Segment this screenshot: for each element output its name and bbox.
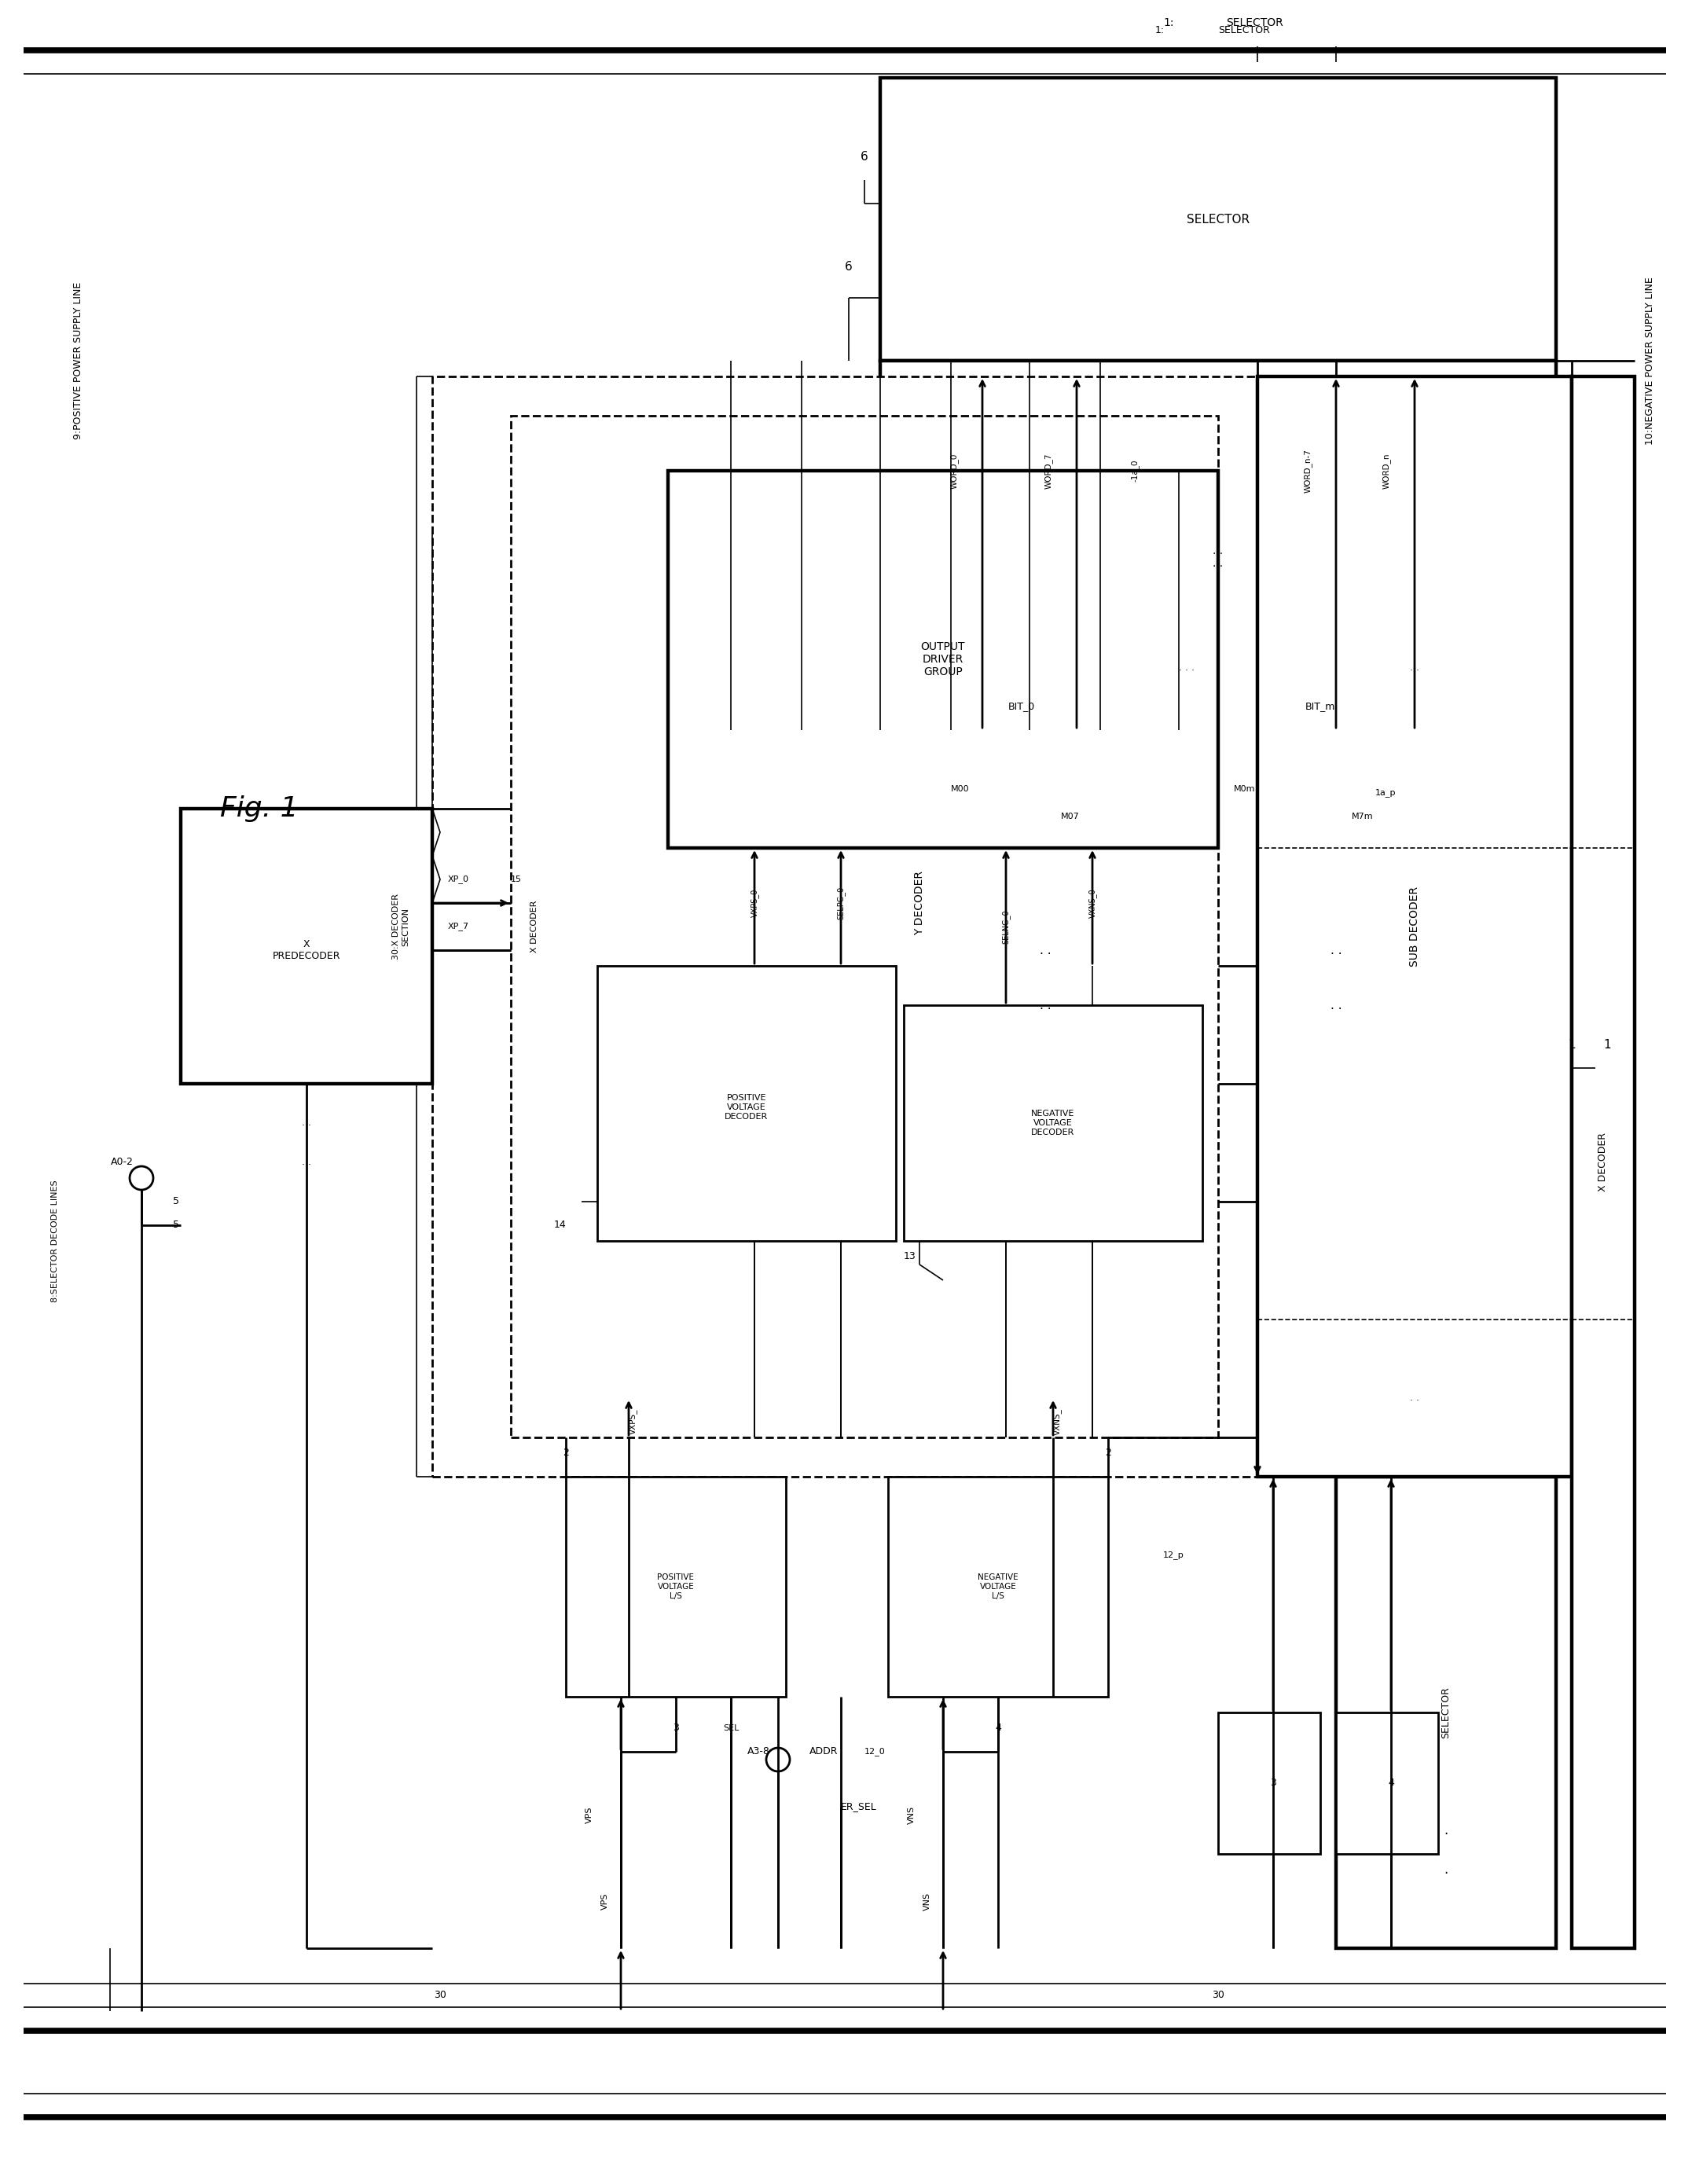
Text: X DECODER: X DECODER: [531, 900, 538, 952]
Text: 13: 13: [904, 1251, 915, 1262]
Text: WORD_n-7: WORD_n-7: [1305, 448, 1313, 494]
Text: SELECTOR: SELECTOR: [1442, 1686, 1452, 1738]
Bar: [668, 472, 1218, 847]
Text: 30: 30: [1211, 1990, 1225, 2001]
Bar: [431, 376, 1572, 1476]
Text: 1: 1: [1604, 1040, 1611, 1051]
Text: . .: . .: [1409, 662, 1420, 673]
Text: 6: 6: [844, 260, 853, 273]
Text: XP_7: XP_7: [448, 922, 469, 930]
Text: 3: 3: [673, 1723, 678, 1734]
Text: 6: 6: [861, 151, 868, 162]
Bar: [880, 79, 1557, 360]
Text: POSITIVE
VOLTAGE
DECODER: POSITIVE VOLTAGE DECODER: [724, 1094, 768, 1120]
Text: 10:NEGATIVE POWER SUPPLY LINE: 10:NEGATIVE POWER SUPPLY LINE: [1645, 277, 1655, 446]
Text: BIT_m: BIT_m: [1305, 701, 1335, 712]
Text: . .
. .: . . . .: [1213, 546, 1223, 570]
Text: NEGATIVE
VOLTAGE
DECODER: NEGATIVE VOLTAGE DECODER: [1032, 1109, 1074, 1136]
Text: VPS: VPS: [585, 1806, 594, 1824]
Text: M00: M00: [951, 784, 970, 793]
Text: 30: 30: [433, 1990, 447, 2001]
Text: SELNG_0: SELNG_0: [1002, 909, 1010, 943]
Text: VXPS_0: VXPS_0: [750, 889, 758, 917]
Text: OUTPUT
DRIVER
GROUP: OUTPUT DRIVER GROUP: [920, 642, 964, 677]
Text: 12_0: 12_0: [865, 1747, 885, 1756]
Text: 2: 2: [1105, 1448, 1112, 1459]
Bar: [1572, 376, 1634, 1948]
Text: X
PREDECODER: X PREDECODER: [272, 939, 340, 961]
Text: 1: 1: [1568, 1040, 1575, 1051]
Text: 5: 5: [173, 1221, 179, 1230]
Text: NEGATIVE
VOLTAGE
L/S: NEGATIVE VOLTAGE L/S: [978, 1575, 1019, 1599]
Text: 8:SELECTOR DECODE LINES: 8:SELECTOR DECODE LINES: [51, 1179, 59, 1302]
Bar: [1337, 1476, 1557, 1948]
Text: VXNS_: VXNS_: [1052, 1409, 1061, 1435]
Text: 2: 2: [563, 1448, 569, 1459]
Text: 12_p: 12_p: [1162, 1551, 1184, 1559]
Text: 1:: 1:: [1156, 26, 1164, 35]
Bar: [912, 745, 1162, 926]
Text: VNS: VNS: [907, 1806, 915, 1824]
Bar: [888, 1476, 1108, 1697]
Text: X DECODER: X DECODER: [1597, 1133, 1609, 1192]
Text: .: .: [1443, 1863, 1448, 1876]
Text: VPS: VPS: [601, 1894, 609, 1909]
Bar: [880, 360, 1557, 1437]
Text: . .: . .: [301, 1118, 311, 1129]
Text: -1a_0: -1a_0: [1130, 459, 1139, 483]
Text: A3-8: A3-8: [748, 1747, 770, 1756]
Text: SELPG_0: SELPG_0: [836, 887, 846, 919]
Text: . .: . .: [1039, 1000, 1051, 1011]
Bar: [904, 1005, 1203, 1241]
Text: SEL: SEL: [722, 1723, 739, 1732]
Bar: [1337, 1712, 1438, 1854]
Text: Fig. 1: Fig. 1: [220, 795, 298, 821]
Text: 4: 4: [995, 1723, 1002, 1734]
Text: Y DECODER: Y DECODER: [914, 871, 926, 935]
Text: WORD_7: WORD_7: [1044, 452, 1052, 489]
Text: SELECTOR: SELECTOR: [1186, 214, 1250, 225]
Text: 30:X DECODER
SECTION: 30:X DECODER SECTION: [393, 893, 409, 959]
Text: . . .: . . .: [1179, 662, 1195, 673]
Text: . .: . .: [1330, 943, 1342, 957]
Text: . .: . .: [301, 1158, 311, 1168]
Text: VXPS_: VXPS_: [629, 1409, 638, 1435]
Text: VXNS_0: VXNS_0: [1088, 889, 1096, 917]
Bar: [1257, 376, 1572, 1476]
Text: . .: . .: [1330, 1000, 1342, 1011]
Text: ER_SEL: ER_SEL: [841, 1802, 876, 1813]
Text: A0-2: A0-2: [112, 1158, 134, 1168]
Text: . .: . .: [1409, 1393, 1420, 1402]
Text: POSITIVE
VOLTAGE
L/S: POSITIVE VOLTAGE L/S: [658, 1575, 694, 1599]
Text: M07: M07: [1061, 812, 1079, 821]
Text: 9:POSITIVE POWER SUPPLY LINE: 9:POSITIVE POWER SUPPLY LINE: [73, 282, 83, 439]
Bar: [1218, 1712, 1320, 1854]
Bar: [511, 415, 1218, 1437]
Text: 15: 15: [511, 876, 521, 882]
Text: 1:: 1:: [1162, 17, 1174, 28]
Text: ADDR: ADDR: [809, 1747, 838, 1756]
Text: XP_0: XP_0: [448, 876, 469, 885]
Text: VNS: VNS: [924, 1891, 931, 1911]
Bar: [1195, 745, 1540, 926]
Text: 4: 4: [1387, 1778, 1394, 1789]
Text: BIT_0: BIT_0: [1008, 701, 1036, 712]
Text: . .: . .: [1039, 943, 1051, 957]
Text: SELECTOR: SELECTOR: [1227, 17, 1283, 28]
Text: 3: 3: [1271, 1778, 1276, 1789]
Text: M0m: M0m: [1233, 784, 1255, 793]
Text: 14: 14: [553, 1221, 565, 1230]
Text: M7m: M7m: [1352, 812, 1374, 821]
Bar: [597, 965, 895, 1241]
Text: .: .: [1443, 1824, 1448, 1837]
Text: SELECTOR: SELECTOR: [1218, 26, 1271, 35]
Text: 1a_p: 1a_p: [1376, 788, 1396, 797]
Text: WORD_0: WORD_0: [951, 452, 959, 489]
Bar: [181, 808, 431, 1083]
Text: SUB DECODER: SUB DECODER: [1409, 887, 1420, 968]
Text: WORD_n: WORD_n: [1382, 452, 1391, 489]
Bar: [565, 1476, 785, 1697]
Text: 5: 5: [173, 1197, 179, 1208]
